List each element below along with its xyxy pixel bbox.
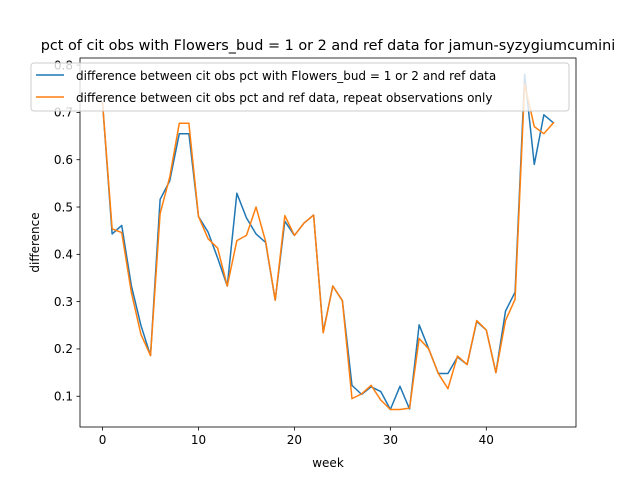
legend-box [30,62,570,112]
y-tick-label: 0.4 [54,248,73,262]
chart-title: pct of cit obs with Flowers_bud = 1 or 2… [41,38,616,54]
legend: difference between cit obs pct with Flow… [30,62,570,112]
y-tick-label: 0.1 [54,390,73,404]
y-tick-label: 0.2 [54,342,73,356]
y-axis: 0.10.20.30.40.50.60.70.8 [54,58,80,404]
x-axis: 0 10 20 30 40 [99,427,494,447]
y-axis-label: difference [28,212,42,272]
y-tick-label: 0.5 [54,200,73,214]
series-layer [101,73,555,411]
legend-label-series-2: difference between cit obs pct and ref d… [76,91,492,105]
x-tick-label: 30 [383,433,398,447]
legend-label-series-1: difference between cit obs pct with Flow… [76,69,496,83]
y-tick-label: 0.3 [54,295,73,309]
plot-area [101,73,555,411]
x-axis-label: week [312,456,344,470]
x-tick-label: 20 [287,433,302,447]
axes-frame [79,57,577,428]
x-tick-label: 40 [479,433,494,447]
y-tick-label: 0.6 [54,153,73,167]
x-tick-label: 0 [99,433,107,447]
x-tick-label: 10 [191,433,206,447]
series-line-2 [101,83,555,411]
